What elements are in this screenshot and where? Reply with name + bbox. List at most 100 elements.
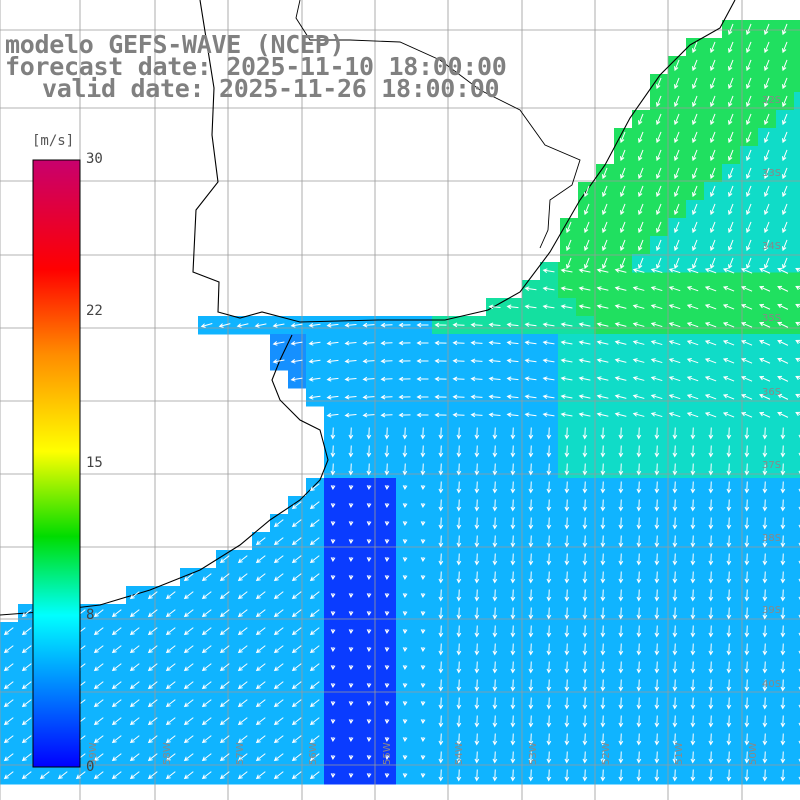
wind-arrow: [506, 322, 519, 328]
wind-arrow: [655, 113, 662, 126]
wind-arrow: [366, 682, 372, 689]
wind-arrow: [201, 591, 212, 600]
wind-arrow: [726, 643, 732, 656]
wind-arrow: [452, 394, 465, 400]
wind-arrow: [546, 445, 552, 458]
wind-arrow: [546, 571, 552, 584]
wind-arrow: [348, 463, 354, 476]
wind-arrow: [691, 113, 698, 126]
wind-arrow: [506, 412, 519, 418]
wind-arrow: [147, 699, 158, 708]
wind-arrow: [420, 538, 426, 545]
wind-arrow: [596, 394, 609, 399]
wind-arrow: [309, 699, 320, 708]
wind-arrow: [384, 682, 390, 689]
wind-arrow: [546, 607, 552, 620]
wind-arrow: [582, 733, 588, 746]
wind-arrow: [636, 553, 642, 566]
wind-arrow: [583, 203, 590, 216]
wind-arrow: [704, 412, 717, 418]
wind-arrow: [780, 535, 786, 548]
wind-arrow: [366, 664, 372, 671]
wind-arrow: [456, 517, 462, 530]
wind-arrow: [744, 607, 750, 620]
wind-arrow: [129, 591, 140, 600]
wind-arrow: [348, 484, 354, 491]
wind-arrow: [709, 203, 716, 216]
wind-arrow: [690, 535, 696, 548]
wind-arrow: [636, 481, 642, 494]
wind-arrow: [93, 609, 104, 618]
wind-arrow: [254, 323, 267, 328]
wind-speed-cell: [792, 424, 800, 443]
wind-arrow: [492, 445, 498, 458]
wind-arrow: [348, 772, 354, 779]
wind-speed-cell: [794, 236, 800, 255]
wind-speed-cell: [794, 110, 800, 129]
wind-arrow: [691, 167, 698, 180]
wind-arrow: [780, 481, 786, 494]
wind-arrow: [420, 484, 426, 491]
wind-speed-cell: [794, 128, 800, 147]
longitude-labels: 59W 58W 57W 56W 55W 54W 53W 52W 51W 50W: [88, 742, 759, 765]
wind-arrow: [564, 643, 570, 656]
wind-arrow: [129, 717, 140, 726]
wind-arrow: [650, 358, 663, 364]
wind-arrow: [474, 481, 480, 494]
wind-arrow: [452, 358, 465, 364]
wind-arrow: [524, 322, 537, 328]
wind-arrow: [614, 322, 627, 327]
wind-arrow: [690, 481, 696, 494]
wind-arrow: [93, 753, 104, 762]
wind-arrow: [488, 340, 501, 346]
wind-arrow: [686, 286, 699, 292]
wind-arrow: [582, 643, 588, 656]
wind-arrow: [402, 520, 408, 527]
wind-arrow: [673, 239, 680, 252]
wind-arrow: [708, 697, 714, 710]
wind-arrow: [219, 627, 230, 636]
wind-arrow: [452, 412, 465, 418]
wind-arrow: [219, 573, 230, 582]
wind-arrow: [384, 592, 390, 599]
wind-arrow: [614, 376, 627, 381]
wind-arrow: [708, 571, 714, 584]
wind-arrow: [686, 340, 699, 346]
wind-arrow: [93, 681, 104, 690]
wind-arrow: [668, 268, 681, 274]
wind-arrow: [348, 538, 354, 545]
wind-arrow: [673, 221, 680, 234]
wind-arrow: [420, 718, 426, 725]
wind-arrow: [402, 538, 408, 545]
wind-arrow: [456, 535, 462, 548]
wind-arrow: [780, 751, 786, 764]
wind-arrow: [366, 463, 372, 476]
wind-arrow: [596, 340, 609, 345]
wind-arrow: [438, 571, 444, 584]
wind-arrow: [708, 445, 714, 458]
wind-arrow: [402, 628, 408, 635]
wind-arrow: [762, 661, 768, 674]
wind-arrow: [255, 627, 266, 636]
wind-arrow: [456, 715, 462, 728]
wind-arrow: [416, 376, 429, 382]
wind-arrow: [726, 697, 732, 710]
wind-arrow: [654, 427, 660, 440]
wind-arrow: [762, 607, 768, 620]
wind-arrow: [672, 517, 678, 530]
wind-arrow: [709, 239, 716, 252]
wind-arrow: [546, 661, 552, 674]
wind-arrow: [165, 627, 176, 636]
wind-arrow: [614, 304, 627, 309]
wind-arrow: [470, 412, 483, 418]
wind-arrow: [744, 499, 750, 512]
wind-arrow: [366, 718, 372, 725]
latitude-label: 36S: [762, 387, 781, 398]
wind-arrow: [147, 609, 158, 618]
wind-arrow: [456, 481, 462, 494]
wind-arrow: [273, 681, 284, 690]
wind-arrow: [690, 607, 696, 620]
wind-arrow: [492, 733, 498, 746]
wind-arrow: [416, 394, 429, 400]
wind-arrow: [709, 41, 716, 54]
